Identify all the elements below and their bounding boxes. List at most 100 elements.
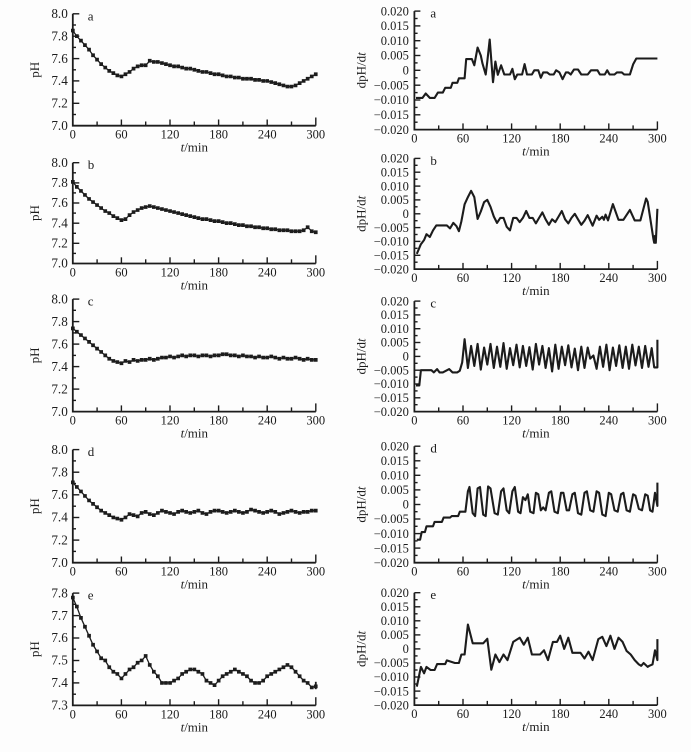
svg-text:0.010: 0.010 [381,614,409,628]
svg-text:180: 180 [551,271,570,285]
svg-text:0.015: 0.015 [381,454,409,468]
svg-text:0.005: 0.005 [381,628,409,642]
svg-text:120: 120 [161,414,180,428]
svg-text:d: d [88,444,95,459]
svg-text:0: 0 [411,565,417,579]
svg-text:120: 120 [502,565,521,579]
svg-text:dpH/dt: dpH/dt [353,486,368,523]
svg-text:7.8: 7.8 [51,175,68,190]
svg-text:t/min: t/min [522,577,550,592]
svg-text:a: a [430,6,436,21]
svg-text:−0.020: −0.020 [374,698,409,712]
svg-text:60: 60 [115,128,128,142]
svg-text:−0.005: −0.005 [374,78,409,92]
svg-text:240: 240 [258,266,277,280]
svg-text:0: 0 [70,414,76,428]
svg-text:120: 120 [161,266,180,280]
svg-text:7.8: 7.8 [51,464,68,479]
svg-text:7.6: 7.6 [51,51,68,66]
svg-text:7.0: 7.0 [51,404,68,419]
svg-text:7.7: 7.7 [51,608,68,623]
svg-text:7.0: 7.0 [51,555,68,570]
svg-text:0: 0 [403,207,409,221]
svg-text:t/min: t/min [181,140,209,155]
svg-text:7.8: 7.8 [51,314,68,329]
svg-text:0: 0 [70,565,76,579]
svg-text:240: 240 [258,707,277,721]
svg-text:pH: pH [27,347,42,363]
svg-text:8.0: 8.0 [51,442,68,457]
svg-text:0.020: 0.020 [381,294,409,308]
svg-text:7.4: 7.4 [51,359,68,374]
svg-text:300: 300 [306,128,325,142]
svg-text:7.2: 7.2 [51,532,67,547]
svg-text:180: 180 [209,414,228,428]
svg-text:60: 60 [115,414,128,428]
svg-text:60: 60 [457,565,470,579]
svg-text:0: 0 [403,64,409,78]
svg-text:8.0: 8.0 [51,6,68,21]
svg-text:7.0: 7.0 [51,256,68,271]
svg-text:0.020: 0.020 [381,4,409,18]
svg-text:−0.020: −0.020 [374,405,409,419]
svg-text:0.010: 0.010 [381,322,409,336]
svg-text:60: 60 [457,707,470,721]
svg-text:0: 0 [70,128,76,142]
svg-text:0.005: 0.005 [381,336,409,350]
svg-text:t/min: t/min [181,719,209,734]
svg-text:0.005: 0.005 [381,49,409,63]
svg-text:0: 0 [411,414,417,428]
svg-text:0.020: 0.020 [381,152,409,166]
svg-text:7.6: 7.6 [51,336,68,351]
svg-text:7.5: 7.5 [51,653,68,668]
svg-text:a: a [88,8,94,23]
svg-text:60: 60 [115,707,128,721]
svg-text:120: 120 [161,128,180,142]
svg-text:t/min: t/min [522,719,550,734]
svg-text:0: 0 [411,132,417,146]
svg-text:0.020: 0.020 [381,586,409,600]
svg-text:7.4: 7.4 [51,73,68,88]
svg-text:t/min: t/min [522,144,550,159]
svg-text:180: 180 [209,128,228,142]
svg-text:240: 240 [258,414,277,428]
svg-text:b: b [430,153,437,168]
svg-text:180: 180 [551,414,570,428]
svg-text:7.4: 7.4 [51,675,68,690]
svg-text:240: 240 [258,128,277,142]
svg-text:120: 120 [502,414,521,428]
svg-text:0: 0 [411,271,417,285]
svg-text:0: 0 [70,707,76,721]
svg-text:e: e [430,587,436,602]
svg-text:300: 300 [648,707,667,721]
svg-text:−0.015: −0.015 [374,541,409,555]
svg-text:0: 0 [70,266,76,280]
svg-text:7.6: 7.6 [51,487,68,502]
svg-text:240: 240 [599,132,618,146]
svg-text:7.8: 7.8 [51,585,68,600]
svg-text:−0.020: −0.020 [374,123,409,137]
svg-text:7.2: 7.2 [51,96,67,111]
svg-text:−0.010: −0.010 [374,527,409,541]
svg-text:c: c [430,296,436,311]
svg-text:300: 300 [306,266,325,280]
svg-text:240: 240 [599,414,618,428]
svg-text:180: 180 [209,266,228,280]
svg-text:0.010: 0.010 [381,34,409,48]
svg-text:300: 300 [648,132,667,146]
svg-text:0.015: 0.015 [381,308,409,322]
svg-text:0.015: 0.015 [381,165,409,179]
svg-text:−0.015: −0.015 [374,108,409,122]
svg-text:240: 240 [599,271,618,285]
svg-text:t/min: t/min [181,426,209,441]
svg-text:120: 120 [502,707,521,721]
svg-text:240: 240 [599,565,618,579]
svg-text:0: 0 [403,350,409,364]
svg-text:8.0: 8.0 [51,291,68,306]
svg-text:60: 60 [115,565,128,579]
svg-text:60: 60 [115,266,128,280]
svg-text:0: 0 [403,498,409,512]
svg-text:−0.005: −0.005 [374,221,409,235]
svg-text:t/min: t/min [181,577,209,592]
svg-text:dpH/dt: dpH/dt [353,338,368,375]
